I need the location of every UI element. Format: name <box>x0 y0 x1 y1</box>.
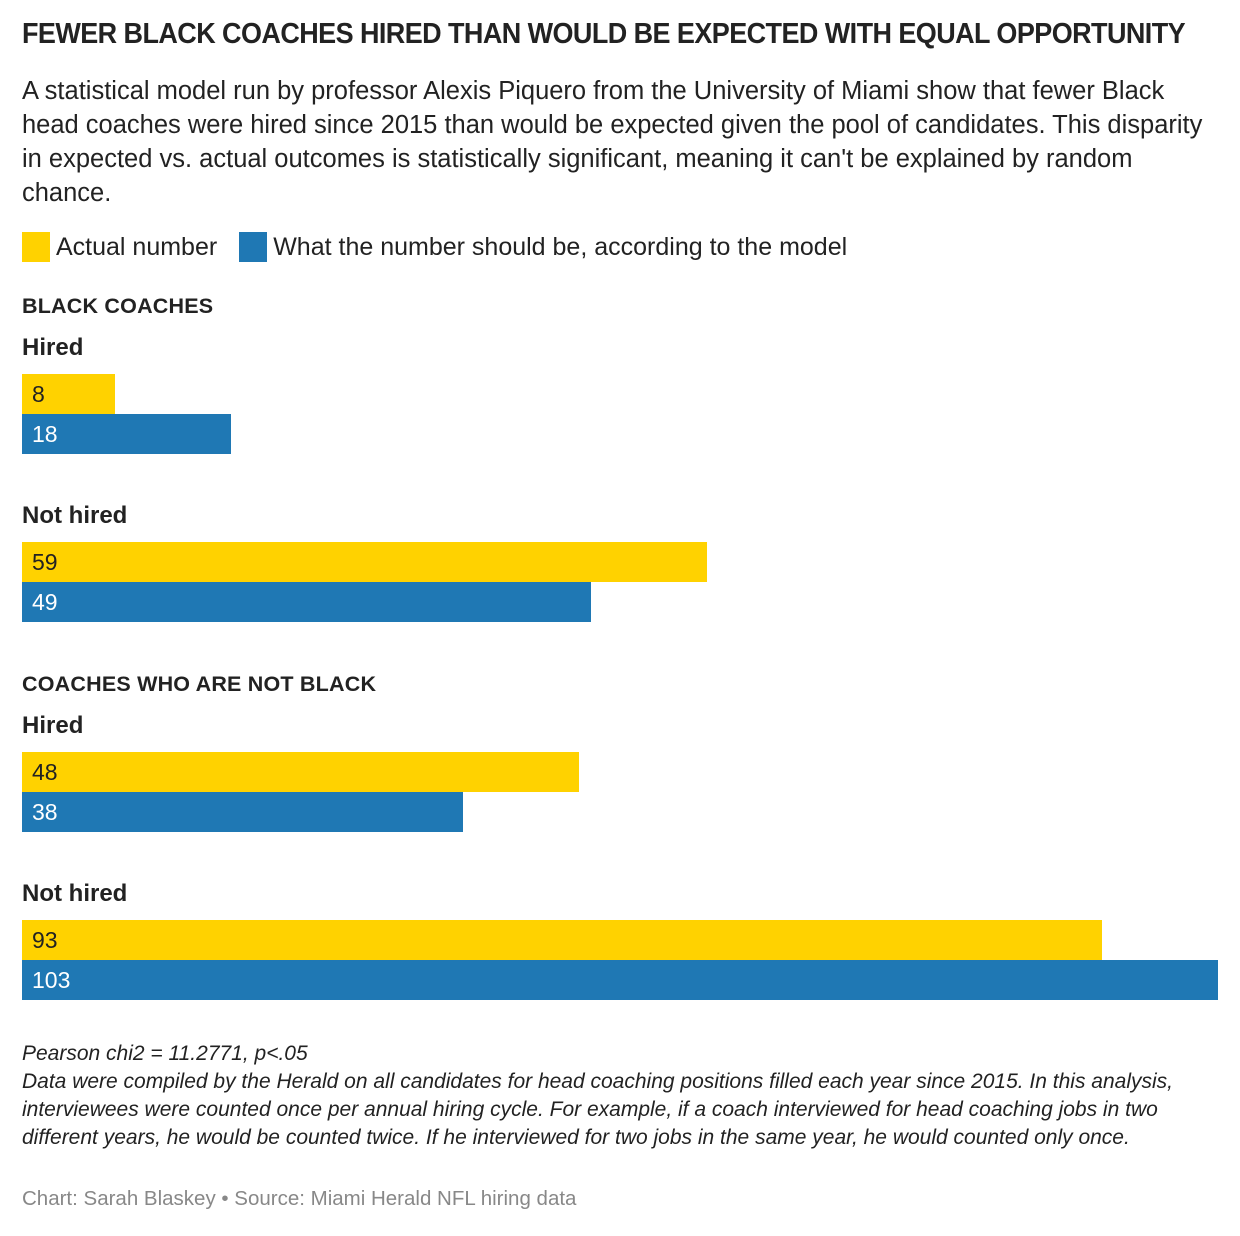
bar-actual: 8 <box>22 374 115 414</box>
stat-note: Pearson chi2 = 11.2771, p<.05 <box>22 1042 308 1065</box>
legend: Actual number What the number should be,… <box>22 232 869 262</box>
bar-actual: 48 <box>22 752 579 792</box>
legend-label-actual: Actual number <box>56 232 218 261</box>
category-label: Hired <box>22 712 84 739</box>
bar-model: 49 <box>22 582 591 622</box>
group-label: BLACK COACHES <box>22 294 214 318</box>
legend-item-model: What the number should be, according to … <box>239 232 847 262</box>
bar-model: 18 <box>22 414 231 454</box>
group-label: COACHES WHO ARE NOT BLACK <box>22 672 377 696</box>
legend-swatch-actual <box>22 232 50 262</box>
chart-notes: Pearson chi2 = 11.2771, p<.05 Data were … <box>22 1040 1222 1152</box>
chart-subtitle: A statistical model run by professor Ale… <box>22 77 1203 207</box>
legend-label-model: What the number should be, according to … <box>273 232 848 261</box>
legend-swatch-model <box>239 232 268 262</box>
category-label: Hired <box>22 334 84 361</box>
chart-title: FEWER BLACK COACHES HIRED THAN WOULD BE … <box>22 18 1186 50</box>
bar-actual: 93 <box>22 920 1102 960</box>
methodology-note: Data were compiled by the Herald on all … <box>22 1070 1174 1149</box>
bar-actual: 59 <box>22 542 707 582</box>
bar-model: 38 <box>22 792 463 832</box>
legend-item-actual: Actual number <box>22 232 217 262</box>
chart-credit: Chart: Sarah Blaskey • Source: Miami Her… <box>22 1187 577 1210</box>
bar-model: 103 <box>22 960 1218 1000</box>
category-label: Not hired <box>22 502 128 529</box>
category-label: Not hired <box>22 880 128 907</box>
